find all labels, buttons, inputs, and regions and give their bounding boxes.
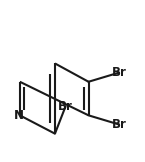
Text: Br: Br xyxy=(112,66,126,79)
Text: N: N xyxy=(14,109,24,122)
Text: Br: Br xyxy=(58,100,73,113)
Text: Br: Br xyxy=(112,118,126,131)
